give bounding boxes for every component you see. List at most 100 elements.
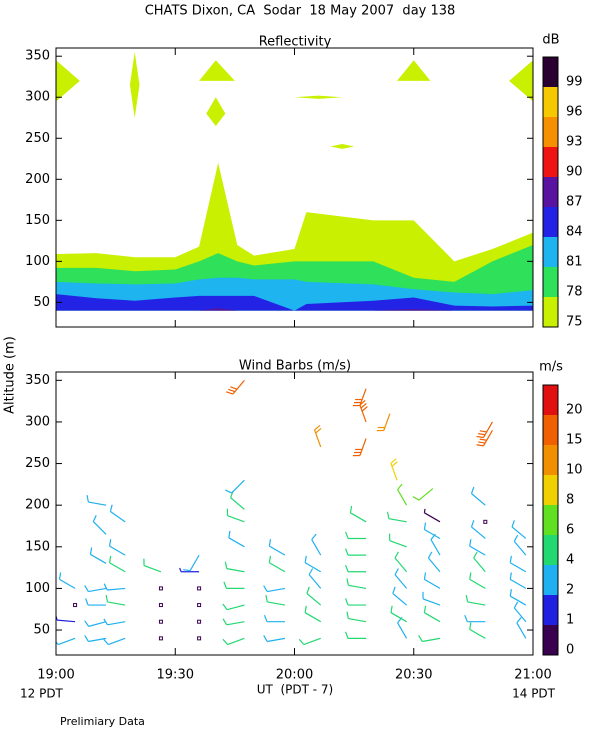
barb-shaft: [90, 553, 107, 564]
colorbar-frame: [542, 56, 559, 328]
colorbar-box: [543, 625, 558, 655]
wind-barb: [263, 614, 285, 623]
barb-shaft: [267, 601, 286, 606]
barb-tick: [263, 585, 268, 592]
wind-barb: [263, 635, 286, 643]
barb-shaft: [308, 574, 322, 589]
wind-barb: [268, 539, 286, 556]
barb-tick: [418, 635, 423, 642]
barb-shaft: [390, 612, 407, 623]
barb-shaft: [227, 637, 245, 646]
wind-barb: [105, 594, 126, 606]
barb-tick: [304, 555, 307, 563]
barb-tick: [225, 489, 232, 494]
calm-marker: [73, 603, 78, 608]
wind-barb: [197, 586, 202, 591]
barb-shaft: [109, 562, 126, 573]
barb-shaft: [516, 622, 527, 639]
barb-tick: [391, 461, 398, 467]
colorbar-box: [543, 535, 558, 565]
barb-tick: [394, 568, 399, 575]
y-tick-label: 150: [25, 213, 50, 228]
wind-barb: [158, 586, 163, 591]
y-tick-label: 250: [25, 456, 50, 471]
barb-tick: [222, 618, 228, 626]
calm-marker: [197, 636, 202, 641]
barb-tick: [84, 620, 90, 627]
wind-barb: [183, 554, 200, 572]
wind-barb: [513, 534, 527, 556]
barb-tick: [469, 539, 472, 547]
barb-tick: [509, 555, 512, 563]
barb-tick: [306, 586, 310, 594]
x-start-label: 12 PDT: [20, 687, 64, 701]
barb-tick: [478, 441, 486, 444]
y-tick-label: 100: [25, 254, 50, 269]
wind-barb: [158, 619, 163, 624]
wind-barb: [226, 379, 245, 395]
barb-shaft: [430, 539, 441, 556]
barb-tick: [423, 572, 427, 580]
wind-barb: [226, 508, 245, 523]
barb-tick: [469, 572, 472, 580]
barb-shaft: [311, 539, 322, 556]
colorbar-box: [543, 207, 558, 237]
barb-shaft: [269, 562, 286, 573]
barb-tick: [509, 589, 512, 597]
barb-tick: [105, 594, 109, 603]
barb-tick: [465, 594, 469, 603]
contour-patch: [294, 95, 343, 99]
wind-barb: [298, 637, 321, 646]
colorbar-tick-label: 90: [566, 165, 583, 180]
wind-barb: [412, 488, 434, 501]
wind-barb: [359, 400, 368, 423]
contour-region: [56, 308, 533, 311]
barb-tick: [509, 572, 512, 580]
barb-shaft: [427, 557, 441, 573]
barb-shaft: [424, 612, 441, 623]
colorbar-tick-label: 87: [566, 195, 583, 210]
colorbar-tick-label: 99: [566, 75, 583, 90]
contour-patch: [397, 60, 431, 81]
barb-tick: [349, 505, 353, 513]
y-axis-label: Altitude (m): [3, 336, 18, 414]
barb-shaft: [513, 540, 527, 556]
wind-barb: [483, 519, 488, 524]
wind-barb: [58, 572, 76, 589]
wind-barb: [423, 522, 441, 539]
wind-barb: [349, 505, 367, 523]
barb-tick: [345, 631, 349, 639]
x-tick-label: 21:00: [514, 668, 551, 683]
barb-tick: [222, 603, 228, 611]
wind-barb: [197, 619, 202, 624]
barb-tick: [464, 614, 468, 622]
contour-patch: [199, 60, 235, 81]
wind-barb: [308, 568, 322, 589]
calm-marker: [158, 586, 163, 591]
barb-tick: [222, 638, 228, 645]
barb-shaft: [107, 587, 126, 591]
wind-barb: [108, 555, 126, 573]
barb-shaft: [511, 526, 527, 539]
colorbar-box: [543, 177, 558, 207]
colorbar-tick-label: 6: [566, 523, 574, 538]
colorbar-box: [543, 475, 558, 505]
colorbar-tick-label: 2: [566, 583, 574, 598]
barb-tick: [263, 635, 268, 642]
barb-tick: [345, 531, 349, 539]
barb-shaft: [231, 479, 245, 494]
calm-marker: [158, 636, 163, 641]
barb-shaft: [269, 545, 286, 556]
wind-barb: [394, 551, 408, 573]
wind-barb: [397, 483, 408, 506]
barb-tick: [470, 520, 475, 528]
colorbar-tick-label: 20: [566, 403, 583, 418]
colorbar-tick-label: 96: [566, 105, 583, 120]
wind-barb: [306, 586, 322, 606]
barb-shaft: [467, 601, 486, 606]
barb-shaft: [57, 619, 76, 623]
barb-shaft: [473, 557, 486, 573]
contour-patch: [330, 144, 355, 149]
y-tick-label: 200: [25, 172, 50, 187]
barb-tick: [298, 638, 305, 645]
